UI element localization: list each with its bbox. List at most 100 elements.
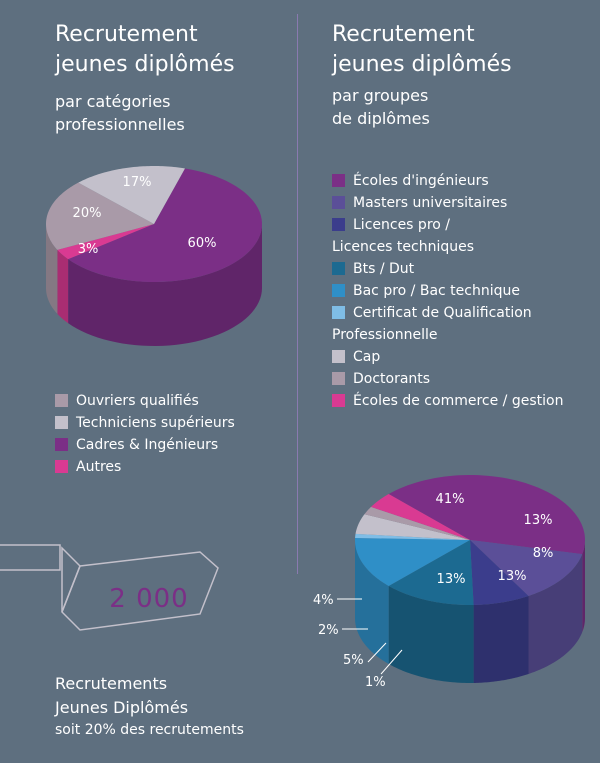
legend-swatch	[55, 438, 68, 451]
pie-side-wall	[528, 554, 583, 674]
legend-label: Professionnelle	[332, 327, 438, 343]
right-legend-item: Bts / Dut	[332, 258, 563, 280]
right-legend-item: Écoles d'ingénieurs	[332, 170, 563, 192]
right-subtitle: par groupes de diplômes	[332, 84, 430, 130]
pie-chart-right: 41% 13% 8% 13% 13% 4% 2% 5%1%	[313, 475, 585, 690]
legend-swatch	[332, 350, 345, 363]
pie-side-wall	[57, 249, 69, 324]
legend-swatch	[332, 372, 345, 385]
pie-slice	[68, 168, 262, 282]
right-title-line1: Recrutement	[332, 22, 475, 47]
pie-data-label: 60%	[188, 236, 217, 251]
left-subtitle-line2: professionnelles	[55, 115, 185, 134]
right-legend-item: Licences pro /	[332, 214, 563, 236]
legend-label: Autres	[76, 459, 122, 475]
footer-line1: Recrutements	[55, 674, 168, 693]
pie-slice	[355, 514, 470, 540]
pie-slice	[388, 475, 585, 555]
footer-line2: Jeunes Diplômés	[55, 698, 189, 717]
pie-side-wall	[46, 224, 58, 314]
legend-swatch	[332, 262, 345, 275]
pie-data-label: 13%	[498, 569, 527, 584]
pie-slice	[57, 224, 154, 260]
legend-label: Masters universitaires	[353, 195, 508, 211]
left-legend-item: Cadres & Ingénieurs	[55, 434, 235, 456]
banner-ribbon	[0, 544, 219, 631]
legend-swatch	[55, 416, 68, 429]
pie-slice	[388, 540, 474, 605]
pie-data-label: 3%	[78, 242, 99, 257]
label-leader-line	[367, 642, 387, 663]
legend-label: Écoles de commerce / gestion	[353, 393, 564, 409]
right-legend-item: Certificat de Qualification	[332, 302, 563, 324]
right-legend-item: Bac pro / Bac technique	[332, 280, 563, 302]
pie-data-label: 20%	[73, 206, 102, 221]
right-legend-item-continued: Licences techniques	[332, 236, 563, 258]
legend-label: Licences techniques	[332, 239, 475, 255]
label-leader-line	[380, 649, 403, 675]
left-title-line2: jeunes diplômés	[55, 52, 235, 77]
pie-data-label: 17%	[123, 175, 152, 190]
right-title: Recrutement jeunes diplômés	[332, 20, 512, 80]
left-legend-item: Ouvriers qualifiés	[55, 390, 235, 412]
pie-data-label: 1%	[365, 675, 386, 690]
pie-slice	[46, 182, 154, 250]
pie-slice	[470, 540, 529, 605]
right-legend-item: Écoles de commerce / gestion	[332, 390, 563, 412]
legend-label: Licences pro /	[353, 217, 450, 233]
left-title-line1: Recrutement	[55, 22, 198, 47]
legend-label: Bts / Dut	[353, 261, 415, 277]
pie-data-label: 8%	[533, 546, 554, 561]
pie-slice	[355, 537, 470, 586]
footer-heading: Recrutements Jeunes Diplômés	[55, 672, 188, 720]
pie-data-label: 13%	[437, 572, 466, 587]
left-title: Recrutement jeunes diplômés	[55, 20, 235, 80]
legend-swatch	[332, 196, 345, 209]
legend-left: Ouvriers qualifiés Techniciens supérieurs…	[55, 390, 235, 478]
pie-slice	[371, 494, 470, 540]
right-legend-item-continued: Professionnelle	[332, 324, 563, 346]
legend-swatch	[332, 284, 345, 297]
pie-data-label: 13%	[524, 513, 553, 528]
pie-side-wall	[68, 224, 262, 346]
pie-chart-left: 60% 3% 20% 17%	[46, 166, 262, 346]
legend-label: Écoles d'ingénieurs	[353, 173, 489, 189]
legend-swatch	[332, 306, 345, 319]
legend-swatch	[332, 218, 345, 231]
pie-data-label: 4%	[313, 593, 334, 608]
left-legend-item: Autres	[55, 456, 235, 478]
pie-side-wall	[582, 540, 585, 633]
legend-label: Bac pro / Bac technique	[353, 283, 520, 299]
pie-data-label: 2%	[318, 623, 339, 638]
pie-side-wall	[355, 540, 389, 664]
legend-label: Ouvriers qualifiés	[76, 393, 199, 409]
recruitment-count: 2 000	[109, 584, 189, 614]
pie-side-wall	[473, 595, 529, 683]
legend-label: Certificat de Qualification	[353, 305, 532, 321]
footer-note: soit 20% des recrutements	[55, 722, 244, 738]
column-divider	[297, 14, 298, 574]
left-subtitle-line1: par catégories	[55, 92, 171, 111]
legend-swatch	[55, 460, 68, 473]
pie-data-label: 5%	[343, 653, 364, 668]
legend-label: Cap	[353, 349, 381, 365]
legend-label: Techniciens supérieurs	[76, 415, 235, 431]
pie-side-wall	[388, 585, 474, 683]
pie-slice	[78, 166, 185, 224]
right-legend-item: Doctorants	[332, 368, 563, 390]
pie-slice	[364, 506, 470, 540]
left-legend-item: Techniciens supérieurs	[55, 412, 235, 434]
legend-swatch	[55, 394, 68, 407]
right-legend-item: Masters universitaires	[332, 192, 563, 214]
left-subtitle: par catégories professionnelles	[55, 90, 185, 136]
pie-data-label: 41%	[436, 492, 465, 507]
pie-slice	[470, 540, 583, 596]
legend-label: Cadres & Ingénieurs	[76, 437, 219, 453]
pie-slice	[355, 533, 470, 540]
right-subtitle-line2: de diplômes	[332, 109, 430, 128]
right-title-line2: jeunes diplômés	[332, 52, 512, 77]
legend-swatch	[332, 394, 345, 407]
legend-label: Doctorants	[353, 371, 431, 387]
legend-right: Écoles d'ingénieurs Masters universitaire…	[332, 170, 563, 412]
